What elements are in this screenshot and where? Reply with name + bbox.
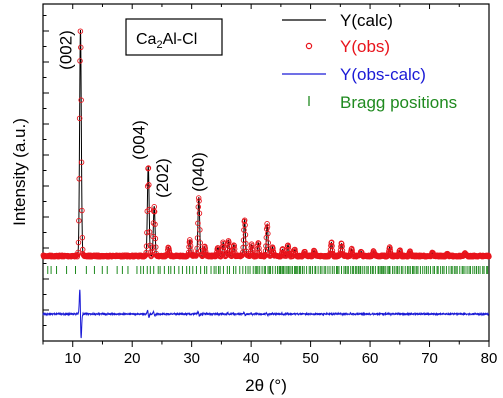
legend-obs-swatch	[305, 42, 313, 50]
x-tick-label: 20	[124, 350, 141, 367]
legend-diff-label: Y(obs-calc)	[340, 65, 426, 84]
obs-point	[76, 176, 82, 182]
peak-labels-group: (002) (004) (202) (040)	[57, 30, 208, 198]
obs-point	[285, 243, 292, 250]
obs-points-group	[40, 28, 492, 260]
obs-point	[144, 229, 150, 236]
obs-point	[149, 244, 156, 250]
obs-point	[194, 235, 201, 241]
obs-point	[197, 240, 203, 246]
x-axis-title: 2θ (°)	[245, 376, 287, 395]
plot-frame	[42, 3, 490, 342]
sample-label-sub: 2	[156, 39, 162, 51]
peak-label: (004)	[129, 120, 148, 160]
obs-point	[78, 44, 84, 51]
obs-point	[328, 239, 335, 246]
y-axis-title: Intensity (a.u.)	[10, 118, 29, 226]
obs-point	[197, 227, 203, 233]
obs-point	[195, 220, 201, 226]
obs-point	[77, 58, 83, 64]
obs-point	[486, 253, 492, 260]
obs-point	[79, 234, 86, 241]
obs-point	[78, 97, 84, 103]
obs-point	[265, 240, 272, 246]
obs-point	[187, 237, 193, 243]
peak-label: (202)	[153, 158, 172, 198]
peak-label: (040)	[189, 152, 208, 192]
peak-label: (002)	[57, 30, 76, 70]
legend-bragg-label: Bragg positions	[340, 93, 457, 112]
obs-point	[75, 239, 82, 246]
obs-point	[242, 222, 248, 228]
x-tick-label: 30	[183, 350, 200, 367]
obs-point	[78, 159, 85, 166]
obs-point	[249, 243, 255, 249]
sample-label: Ca2Al-Cl	[136, 31, 197, 51]
legend: Y(calc) Y(obs) Y(obs-calc) Bragg positio…	[282, 11, 457, 112]
obs-point	[74, 251, 81, 258]
obs-point	[79, 207, 85, 214]
obs-point	[202, 245, 208, 252]
obs-point	[215, 246, 222, 253]
obs-point	[151, 208, 158, 215]
legend-obs-label: Y(obs)	[340, 37, 390, 56]
obs-point	[152, 221, 158, 228]
obs-point	[146, 229, 153, 235]
obs-point	[146, 206, 152, 213]
obs-point	[146, 182, 152, 188]
obs-point	[241, 227, 247, 233]
obs-point	[75, 249, 81, 256]
obs-point	[143, 243, 150, 249]
x-tick-label: 10	[64, 350, 81, 367]
obs-point	[329, 247, 336, 254]
obs-point	[231, 246, 238, 252]
obs-point	[387, 245, 393, 251]
obs-point	[153, 244, 159, 250]
obs-point	[256, 245, 262, 252]
obs-point	[243, 240, 249, 247]
x-tick-label: 50	[302, 350, 319, 367]
obs-point	[231, 242, 237, 249]
sample-label-rest: Al-Cl	[163, 31, 198, 48]
y-axis-ticks	[43, 15, 49, 342]
obs-point	[242, 232, 249, 238]
bragg-positions-group	[47, 266, 489, 274]
x-tick-label: 40	[243, 350, 260, 367]
x-tick-label: 80	[481, 350, 498, 367]
x-tick-label: 70	[421, 350, 438, 367]
obs-point	[240, 244, 246, 251]
obs-point	[142, 252, 149, 258]
sample-label-box	[125, 18, 223, 56]
x-tick-label: 60	[362, 350, 379, 367]
obs-point	[150, 220, 157, 226]
legend-calc-label: Y(calc)	[340, 11, 393, 30]
obs-point	[195, 195, 202, 201]
obs-point	[264, 224, 271, 230]
obs-point	[196, 210, 203, 217]
sample-label-main: Ca	[136, 31, 157, 48]
obs-point	[187, 239, 193, 245]
obs-point	[77, 28, 84, 34]
obs-point	[152, 235, 159, 242]
obs-point	[76, 217, 82, 224]
x-axis-ticks: 10 20 30 40 50 60 70 80	[42, 4, 498, 367]
obs-point	[144, 183, 151, 189]
obs-point	[196, 198, 202, 204]
obs-point	[195, 204, 202, 210]
diff-curve-group	[42, 289, 490, 339]
obs-point	[76, 115, 83, 122]
diff-curve	[42, 289, 490, 339]
obs-point	[265, 230, 271, 237]
obs-point	[226, 247, 233, 254]
obs-point	[249, 246, 256, 252]
obs-point	[264, 221, 270, 227]
obs-point	[339, 247, 346, 254]
obs-point	[338, 240, 345, 247]
obs-point	[145, 165, 152, 171]
